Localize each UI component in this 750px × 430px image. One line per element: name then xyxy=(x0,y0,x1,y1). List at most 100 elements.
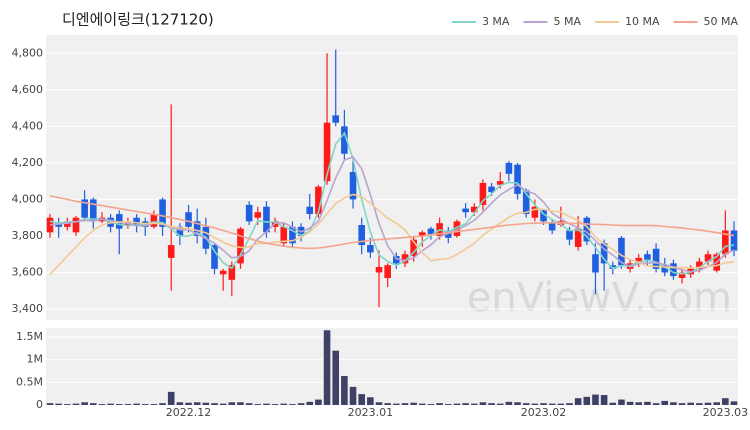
volume-bar xyxy=(678,403,686,405)
volume-bar xyxy=(159,403,166,405)
candle-body xyxy=(540,210,547,222)
candle-body xyxy=(341,126,348,154)
y-tick-label: 1.5M xyxy=(16,330,43,343)
candle-body xyxy=(574,228,582,247)
volume-bar xyxy=(64,404,71,405)
volume-bar xyxy=(193,402,201,405)
volume-bar xyxy=(419,403,426,405)
volume-bar xyxy=(722,398,729,405)
volume-bar xyxy=(55,403,62,405)
candle-body xyxy=(219,270,227,275)
volume-bar xyxy=(228,402,236,405)
candle-body xyxy=(64,221,71,227)
volume-bar xyxy=(566,403,573,405)
candle-body xyxy=(315,186,322,215)
volume-bar xyxy=(522,403,530,405)
volume-bar xyxy=(609,402,617,405)
candle-body xyxy=(566,230,573,240)
volume-bar xyxy=(704,402,712,405)
volume-bar xyxy=(46,403,54,405)
candle-body xyxy=(427,228,435,235)
volume-bar xyxy=(323,330,331,405)
volume-bar xyxy=(72,403,80,405)
volume-bar xyxy=(133,403,140,405)
volume-bar xyxy=(349,386,357,405)
candle-body xyxy=(167,245,175,258)
candle-body xyxy=(522,190,530,215)
candle-body xyxy=(185,212,192,227)
volume-bar xyxy=(89,403,97,405)
candle-body xyxy=(289,226,296,244)
volume-bar xyxy=(453,403,461,405)
volume-bar xyxy=(531,403,539,405)
volume-bar xyxy=(254,404,262,405)
volume-bar xyxy=(436,403,443,405)
volume-bar xyxy=(592,394,599,405)
candle-body xyxy=(89,199,97,222)
y-tick-label: 0.5M xyxy=(16,375,43,388)
volume-bar xyxy=(98,404,106,405)
candle-body xyxy=(384,265,391,278)
volume-bar xyxy=(315,399,322,405)
ma-line xyxy=(49,193,735,275)
candle-body xyxy=(237,228,244,264)
candle-body xyxy=(245,204,253,222)
volume-bar xyxy=(367,397,374,405)
candle-body xyxy=(488,186,495,193)
volume-bar xyxy=(488,403,495,405)
candle-body xyxy=(479,182,487,205)
legend-label: 3 MA xyxy=(482,15,510,28)
candle-body xyxy=(367,245,374,253)
volume-bar xyxy=(730,401,738,405)
chart-title: 디엔에이링크(127120) xyxy=(62,11,214,29)
volume-bar xyxy=(496,403,504,405)
candle-body xyxy=(635,257,643,264)
volume-bar xyxy=(141,404,149,405)
y-tick-label: 4,000 xyxy=(12,192,44,205)
candle-body xyxy=(81,199,88,218)
volume-bar xyxy=(462,403,469,405)
candle-body xyxy=(722,230,729,255)
volume-bar xyxy=(410,402,417,405)
volume-bar xyxy=(548,403,556,405)
candle-body xyxy=(592,254,599,273)
candle-body xyxy=(176,226,184,236)
volume-bar xyxy=(219,403,227,405)
volume-bar xyxy=(211,403,218,405)
volume-bar xyxy=(263,403,270,405)
y-tick-label: 1M xyxy=(27,353,44,366)
candle-body xyxy=(505,162,513,174)
candle-body xyxy=(670,263,677,277)
volume-bar xyxy=(652,403,660,405)
volume-bar xyxy=(644,401,651,405)
volume-bar xyxy=(150,404,158,405)
volume-bar xyxy=(626,401,634,405)
candle-body xyxy=(133,217,140,225)
candle-body xyxy=(600,243,608,264)
candle-body xyxy=(644,254,651,260)
candle-body xyxy=(609,265,617,269)
volume-bar xyxy=(540,403,547,405)
ma-line xyxy=(49,195,735,250)
candle-body xyxy=(678,272,686,278)
y-tick-label: 4,400 xyxy=(12,119,44,132)
candle-body xyxy=(358,225,365,246)
x-tick-label: 2023.02 xyxy=(521,406,567,419)
volume-bar xyxy=(167,391,175,405)
candle-body xyxy=(280,226,288,244)
candle-body xyxy=(228,265,236,280)
volume-bar xyxy=(618,399,625,405)
candle-body xyxy=(462,208,469,213)
y-tick-label: 4,800 xyxy=(12,46,44,59)
volume-bar xyxy=(185,402,192,405)
y-tick-label: 4,600 xyxy=(12,83,44,96)
volume-bar xyxy=(393,403,400,405)
candle-body xyxy=(618,237,625,266)
candle-body xyxy=(55,223,62,227)
volume-bar xyxy=(306,401,314,405)
y-tick-label: 3,400 xyxy=(12,302,44,315)
volume-bar xyxy=(81,402,88,405)
y-tick-label: 4,200 xyxy=(12,156,44,169)
volume-bar xyxy=(176,402,184,405)
